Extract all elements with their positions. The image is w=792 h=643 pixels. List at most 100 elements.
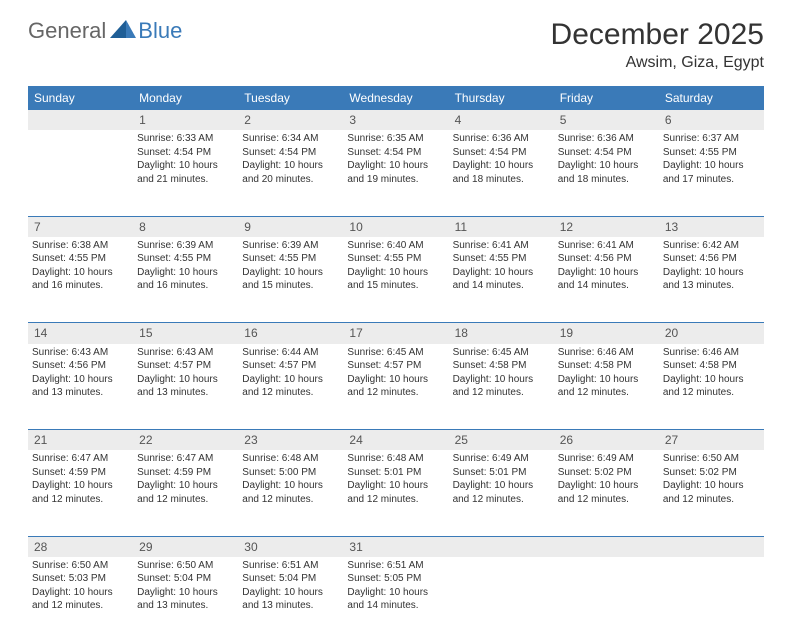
logo-text-general: General: [28, 18, 106, 44]
day-cell: Sunrise: 6:39 AMSunset: 4:55 PMDaylight:…: [133, 237, 238, 323]
day-cell: [554, 557, 659, 643]
sunset-text: Sunset: 4:58 PM: [453, 359, 550, 373]
sunset-text: Sunset: 5:05 PM: [347, 572, 444, 586]
sunrise-text: Sunrise: 6:39 AM: [137, 239, 234, 253]
day-number: 19: [554, 323, 659, 344]
daylight1-text: Daylight: 10 hours: [558, 266, 655, 280]
day-number: 12: [554, 216, 659, 237]
daylight2-text: and 12 minutes.: [347, 493, 444, 507]
daylight1-text: Daylight: 10 hours: [137, 586, 234, 600]
day-number: 11: [449, 216, 554, 237]
sunset-text: Sunset: 4:59 PM: [32, 466, 129, 480]
daylight2-text: and 12 minutes.: [137, 493, 234, 507]
day-cell: Sunrise: 6:46 AMSunset: 4:58 PMDaylight:…: [554, 344, 659, 430]
day-number: 6: [659, 110, 764, 130]
day-number: 9: [238, 216, 343, 237]
weekday-header: Tuesday: [238, 86, 343, 110]
sunrise-text: Sunrise: 6:50 AM: [663, 452, 760, 466]
sunrise-text: Sunrise: 6:49 AM: [558, 452, 655, 466]
title-block: December 2025 Awsim, Giza, Egypt: [551, 18, 764, 72]
daylight2-text: and 21 minutes.: [137, 173, 234, 187]
day-cell: Sunrise: 6:41 AMSunset: 4:55 PMDaylight:…: [449, 237, 554, 323]
sunset-text: Sunset: 5:00 PM: [242, 466, 339, 480]
day-number: 14: [28, 323, 133, 344]
sunrise-text: Sunrise: 6:44 AM: [242, 346, 339, 360]
sunrise-text: Sunrise: 6:51 AM: [347, 559, 444, 573]
month-title: December 2025: [551, 18, 764, 52]
sunrise-text: Sunrise: 6:37 AM: [663, 132, 760, 146]
day-number: 26: [554, 430, 659, 451]
sunset-text: Sunset: 5:02 PM: [558, 466, 655, 480]
sunrise-text: Sunrise: 6:39 AM: [242, 239, 339, 253]
day-cell: Sunrise: 6:36 AMSunset: 4:54 PMDaylight:…: [554, 130, 659, 216]
sunset-text: Sunset: 4:59 PM: [137, 466, 234, 480]
daylight2-text: and 12 minutes.: [242, 386, 339, 400]
daylight1-text: Daylight: 10 hours: [453, 373, 550, 387]
day-number: 20: [659, 323, 764, 344]
day-cell: Sunrise: 6:38 AMSunset: 4:55 PMDaylight:…: [28, 237, 133, 323]
sunrise-text: Sunrise: 6:36 AM: [558, 132, 655, 146]
daylight1-text: Daylight: 10 hours: [242, 159, 339, 173]
daylight1-text: Daylight: 10 hours: [347, 373, 444, 387]
day-cell: Sunrise: 6:48 AMSunset: 5:01 PMDaylight:…: [343, 450, 448, 536]
daylight1-text: Daylight: 10 hours: [347, 586, 444, 600]
day-number: 18: [449, 323, 554, 344]
sunset-text: Sunset: 4:58 PM: [558, 359, 655, 373]
day-cell: [28, 130, 133, 216]
sunset-text: Sunset: 4:56 PM: [32, 359, 129, 373]
daylight2-text: and 14 minutes.: [453, 279, 550, 293]
daylight1-text: Daylight: 10 hours: [32, 266, 129, 280]
daylight1-text: Daylight: 10 hours: [663, 159, 760, 173]
day-number: [28, 110, 133, 130]
day-cell: Sunrise: 6:47 AMSunset: 4:59 PMDaylight:…: [28, 450, 133, 536]
day-cell: Sunrise: 6:44 AMSunset: 4:57 PMDaylight:…: [238, 344, 343, 430]
day-cell: Sunrise: 6:46 AMSunset: 4:58 PMDaylight:…: [659, 344, 764, 430]
daylight2-text: and 13 minutes.: [137, 599, 234, 613]
daylight1-text: Daylight: 10 hours: [137, 479, 234, 493]
daylight2-text: and 13 minutes.: [663, 279, 760, 293]
daylight1-text: Daylight: 10 hours: [242, 266, 339, 280]
logo-text-blue: Blue: [138, 18, 182, 44]
weekday-header: Friday: [554, 86, 659, 110]
sunset-text: Sunset: 4:54 PM: [242, 146, 339, 160]
day-number: 4: [449, 110, 554, 130]
day-number: 3: [343, 110, 448, 130]
daylight2-text: and 12 minutes.: [558, 493, 655, 507]
sunrise-text: Sunrise: 6:50 AM: [137, 559, 234, 573]
sunrise-text: Sunrise: 6:47 AM: [137, 452, 234, 466]
daylight2-text: and 15 minutes.: [242, 279, 339, 293]
sunset-text: Sunset: 4:55 PM: [347, 252, 444, 266]
daylight1-text: Daylight: 10 hours: [558, 373, 655, 387]
day-number: 1: [133, 110, 238, 130]
day-number: 17: [343, 323, 448, 344]
sunrise-text: Sunrise: 6:40 AM: [347, 239, 444, 253]
day-number: 2: [238, 110, 343, 130]
calendar-body: 123456Sunrise: 6:33 AMSunset: 4:54 PMDay…: [28, 110, 764, 643]
sunrise-text: Sunrise: 6:50 AM: [32, 559, 129, 573]
sunrise-text: Sunrise: 6:35 AM: [347, 132, 444, 146]
data-row: Sunrise: 6:33 AMSunset: 4:54 PMDaylight:…: [28, 130, 764, 216]
day-number: 24: [343, 430, 448, 451]
daylight2-text: and 12 minutes.: [242, 493, 339, 507]
day-cell: Sunrise: 6:33 AMSunset: 4:54 PMDaylight:…: [133, 130, 238, 216]
sunrise-text: Sunrise: 6:43 AM: [137, 346, 234, 360]
day-number: 27: [659, 430, 764, 451]
day-number: 29: [133, 536, 238, 557]
weekday-header: Sunday: [28, 86, 133, 110]
day-number: 28: [28, 536, 133, 557]
daylight1-text: Daylight: 10 hours: [558, 479, 655, 493]
day-cell: Sunrise: 6:40 AMSunset: 4:55 PMDaylight:…: [343, 237, 448, 323]
daylight1-text: Daylight: 10 hours: [663, 266, 760, 280]
day-cell: Sunrise: 6:41 AMSunset: 4:56 PMDaylight:…: [554, 237, 659, 323]
daylight2-text: and 16 minutes.: [32, 279, 129, 293]
daylight2-text: and 16 minutes.: [137, 279, 234, 293]
daylight1-text: Daylight: 10 hours: [347, 266, 444, 280]
day-number: 7: [28, 216, 133, 237]
daylight2-text: and 12 minutes.: [663, 493, 760, 507]
day-cell: Sunrise: 6:50 AMSunset: 5:04 PMDaylight:…: [133, 557, 238, 643]
sunrise-text: Sunrise: 6:46 AM: [558, 346, 655, 360]
day-cell: Sunrise: 6:43 AMSunset: 4:56 PMDaylight:…: [28, 344, 133, 430]
daynum-row: 78910111213: [28, 216, 764, 237]
daylight2-text: and 20 minutes.: [242, 173, 339, 187]
daylight1-text: Daylight: 10 hours: [347, 159, 444, 173]
